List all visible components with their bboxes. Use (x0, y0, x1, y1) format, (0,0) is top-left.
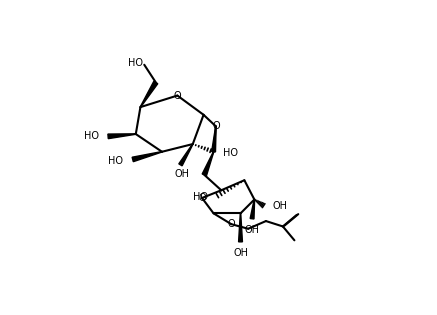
Polygon shape (250, 199, 255, 219)
Text: OH: OH (233, 248, 248, 258)
Polygon shape (239, 213, 243, 242)
Polygon shape (179, 144, 193, 166)
Polygon shape (108, 134, 136, 139)
Text: OH: OH (273, 201, 288, 211)
Text: HO: HO (84, 131, 99, 141)
Polygon shape (140, 81, 158, 107)
Text: HO: HO (193, 192, 208, 202)
Text: OH: OH (245, 225, 260, 235)
Text: OH: OH (174, 169, 190, 180)
Text: O: O (212, 121, 220, 131)
Text: O: O (198, 193, 206, 203)
Text: HO: HO (108, 156, 124, 166)
Text: O: O (173, 90, 181, 100)
Polygon shape (202, 152, 214, 176)
Polygon shape (212, 126, 216, 152)
Text: O: O (228, 219, 235, 229)
Polygon shape (132, 152, 162, 162)
Text: HO: HO (223, 148, 238, 158)
Text: HO: HO (128, 58, 143, 68)
